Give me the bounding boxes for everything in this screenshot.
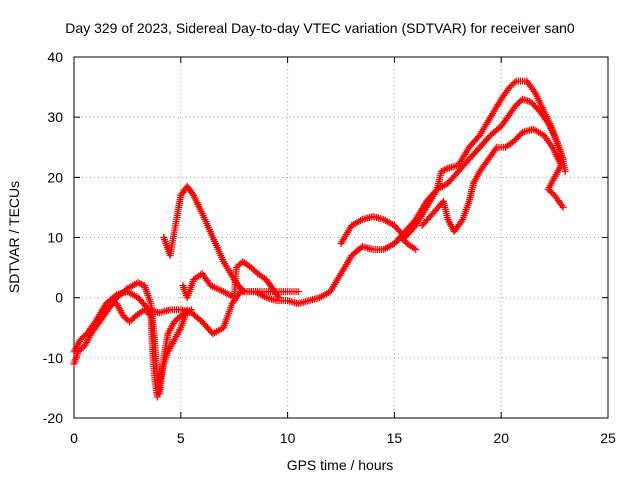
data-point bbox=[509, 80, 517, 88]
data-point bbox=[294, 288, 302, 296]
data-point bbox=[507, 82, 515, 90]
data-point bbox=[172, 316, 180, 324]
data-point bbox=[559, 203, 567, 211]
series-track-d bbox=[113, 300, 191, 401]
series-track-c bbox=[160, 182, 302, 296]
data-point bbox=[183, 306, 191, 314]
y-tick-label: -20 bbox=[43, 410, 63, 426]
data-point bbox=[140, 306, 148, 314]
data-point bbox=[547, 142, 555, 150]
data-point bbox=[547, 188, 555, 196]
data-point bbox=[74, 348, 82, 356]
data-point bbox=[234, 262, 242, 270]
data-point bbox=[76, 336, 84, 344]
data-point bbox=[232, 264, 240, 272]
x-tick-label: 10 bbox=[280, 430, 296, 446]
x-tick-label: 0 bbox=[70, 430, 78, 446]
data-point bbox=[129, 315, 137, 323]
data-points bbox=[70, 77, 569, 401]
series-track-h bbox=[418, 125, 567, 235]
data-point bbox=[410, 244, 418, 252]
y-tick-label: -10 bbox=[43, 350, 63, 366]
data-point bbox=[543, 117, 551, 125]
series-track-e bbox=[179, 258, 283, 302]
data-point bbox=[439, 167, 447, 175]
x-tick-label: 25 bbox=[600, 430, 616, 446]
data-point bbox=[559, 155, 567, 163]
y-tick-label: 0 bbox=[55, 290, 63, 306]
data-point bbox=[530, 87, 538, 95]
data-point bbox=[122, 315, 130, 323]
data-point bbox=[174, 315, 182, 323]
data-point bbox=[78, 334, 86, 342]
data-point bbox=[441, 166, 449, 174]
data-point bbox=[492, 145, 500, 153]
data-point bbox=[546, 187, 554, 195]
series-track-g bbox=[390, 95, 567, 248]
data-point bbox=[519, 95, 527, 103]
data-point bbox=[145, 310, 153, 318]
data-point bbox=[127, 316, 135, 324]
x-tick-label: 5 bbox=[177, 430, 185, 446]
data-point bbox=[511, 79, 519, 87]
x-tick-label: 15 bbox=[387, 430, 403, 446]
data-point bbox=[522, 96, 530, 104]
data-point bbox=[506, 83, 514, 91]
x-tick-label: 20 bbox=[493, 430, 509, 446]
data-point bbox=[126, 318, 134, 326]
data-point bbox=[136, 279, 144, 287]
data-point bbox=[137, 280, 145, 288]
y-axis-label: SDTVAR / TECUs bbox=[6, 181, 22, 293]
data-point bbox=[239, 287, 247, 295]
data-point bbox=[76, 346, 84, 354]
data-point bbox=[274, 292, 282, 300]
data-point bbox=[121, 313, 129, 321]
data-point bbox=[524, 97, 532, 105]
chart-title: Day 329 of 2023, Sidereal Day-to-day VTE… bbox=[65, 20, 575, 36]
x-axis-label: GPS time / hours bbox=[287, 457, 394, 473]
data-point bbox=[170, 318, 178, 326]
y-tick-label: 30 bbox=[47, 109, 63, 125]
data-point bbox=[144, 309, 152, 317]
y-tick-label: 40 bbox=[47, 49, 63, 65]
data-point bbox=[515, 98, 523, 106]
data-point bbox=[250, 267, 258, 275]
data-point bbox=[134, 279, 142, 287]
data-point bbox=[119, 312, 127, 320]
y-tick-label: 20 bbox=[47, 169, 63, 185]
data-point bbox=[558, 202, 566, 210]
data-point bbox=[442, 165, 450, 173]
axis-ticks: 0 5 10 15 20 25 -20 -10 0 10 20 30 40 bbox=[43, 49, 616, 446]
data-point bbox=[512, 101, 520, 109]
data-point bbox=[247, 264, 255, 272]
data-point bbox=[412, 246, 420, 254]
data-point bbox=[458, 217, 466, 225]
data-point bbox=[561, 167, 569, 175]
y-tick-label: 10 bbox=[47, 230, 63, 246]
data-point bbox=[142, 307, 150, 315]
data-point bbox=[437, 167, 445, 175]
data-point bbox=[236, 261, 244, 269]
data-point bbox=[544, 185, 552, 193]
data-point bbox=[77, 345, 85, 353]
data-point bbox=[514, 100, 522, 108]
data-point bbox=[520, 96, 528, 104]
data-point bbox=[275, 294, 283, 302]
data-point bbox=[176, 325, 184, 333]
data-point bbox=[249, 265, 257, 273]
